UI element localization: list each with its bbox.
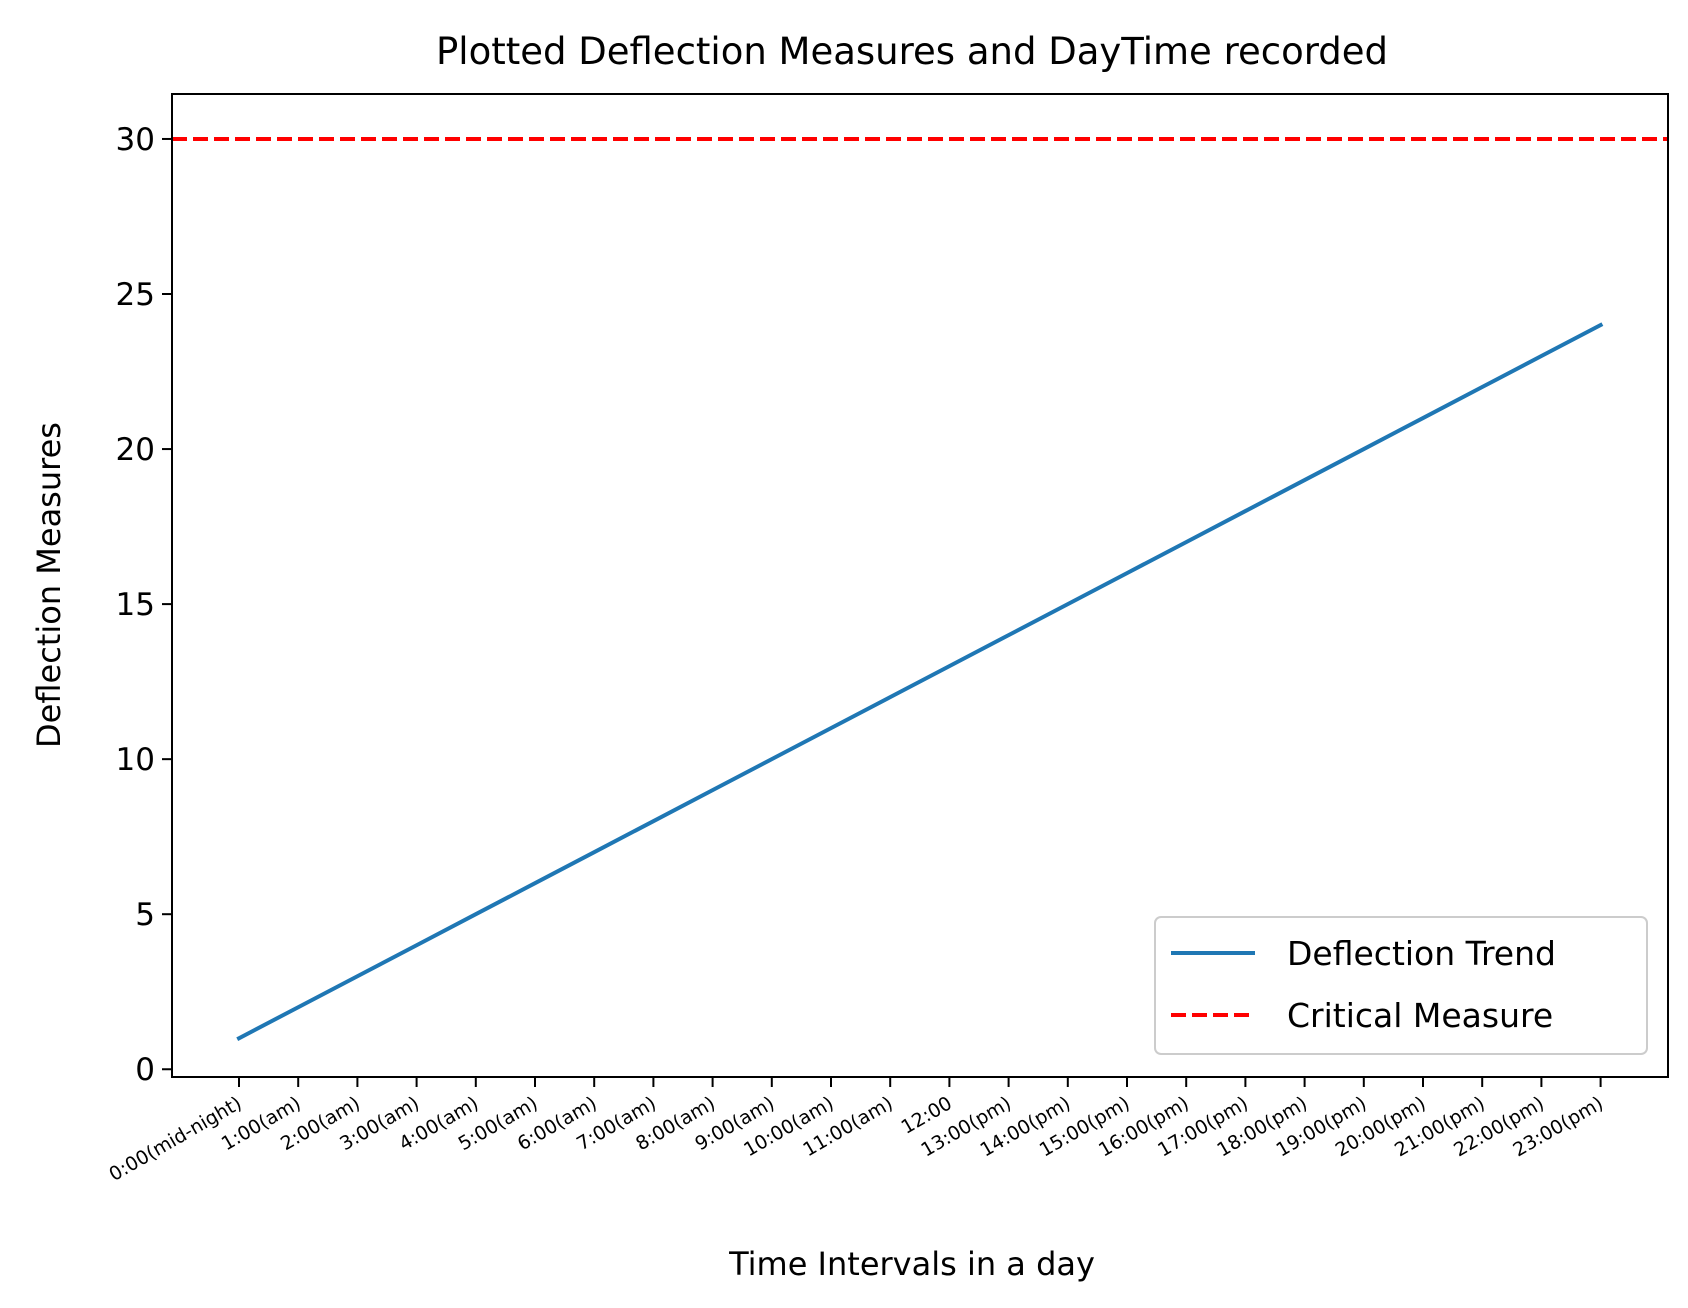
y-tick-label: 25: [116, 277, 155, 313]
legend-label-critical-measure: Critical Measure: [1287, 996, 1553, 1035]
data-point: [829, 726, 833, 730]
y-tick-label: 10: [116, 742, 155, 778]
y-tick-label: 15: [116, 587, 155, 623]
data-point: [415, 943, 419, 947]
data-point: [592, 850, 596, 854]
data-point: [770, 757, 774, 761]
data-point: [1362, 447, 1366, 451]
plot-area: [172, 136, 1668, 1041]
data-point: [651, 819, 655, 823]
data-point: [711, 788, 715, 792]
y-tick-label: 20: [116, 432, 155, 468]
data-point: [533, 881, 537, 885]
data-point: [947, 664, 951, 668]
data-point: [1480, 385, 1484, 389]
data-point: [1125, 571, 1129, 575]
data-point: [1243, 509, 1247, 513]
data-point: [355, 974, 359, 978]
plot-frame: [171, 93, 1669, 1078]
data-point: [1007, 633, 1011, 637]
y-axis-label: Deflection Measures: [30, 422, 68, 748]
data-point: [1599, 323, 1603, 327]
legend: Deflection Trend Critical Measure: [1154, 916, 1648, 1055]
data-point: [1303, 478, 1307, 482]
y-axis: 0 5 10 15 20 25 30: [116, 122, 172, 1088]
y-tick-label: 0: [135, 1052, 155, 1088]
y-tick-label: 5: [135, 897, 155, 933]
data-point: [1184, 540, 1188, 544]
data-point: [474, 912, 478, 916]
data-point: [1539, 354, 1543, 358]
legend-label-deflection-trend: Deflection Trend: [1287, 934, 1556, 973]
data-point: [1066, 602, 1070, 606]
data-point: [888, 695, 892, 699]
series-line-deflection-trend: [236, 322, 1604, 1041]
legend-box: [1154, 916, 1648, 1055]
x-axis: 0:00(mid-night)1:00(am)2:00(am)3:00(am)4…: [105, 1077, 1607, 1186]
data-point: [296, 1005, 300, 1009]
chart-title: Plotted Deflection Measures and DayTime …: [436, 30, 1388, 73]
x-axis-label: Time Intervals in a day: [728, 1245, 1095, 1283]
data-point: [237, 1036, 241, 1040]
y-tick-label: 30: [116, 122, 155, 158]
data-point: [1421, 416, 1425, 420]
